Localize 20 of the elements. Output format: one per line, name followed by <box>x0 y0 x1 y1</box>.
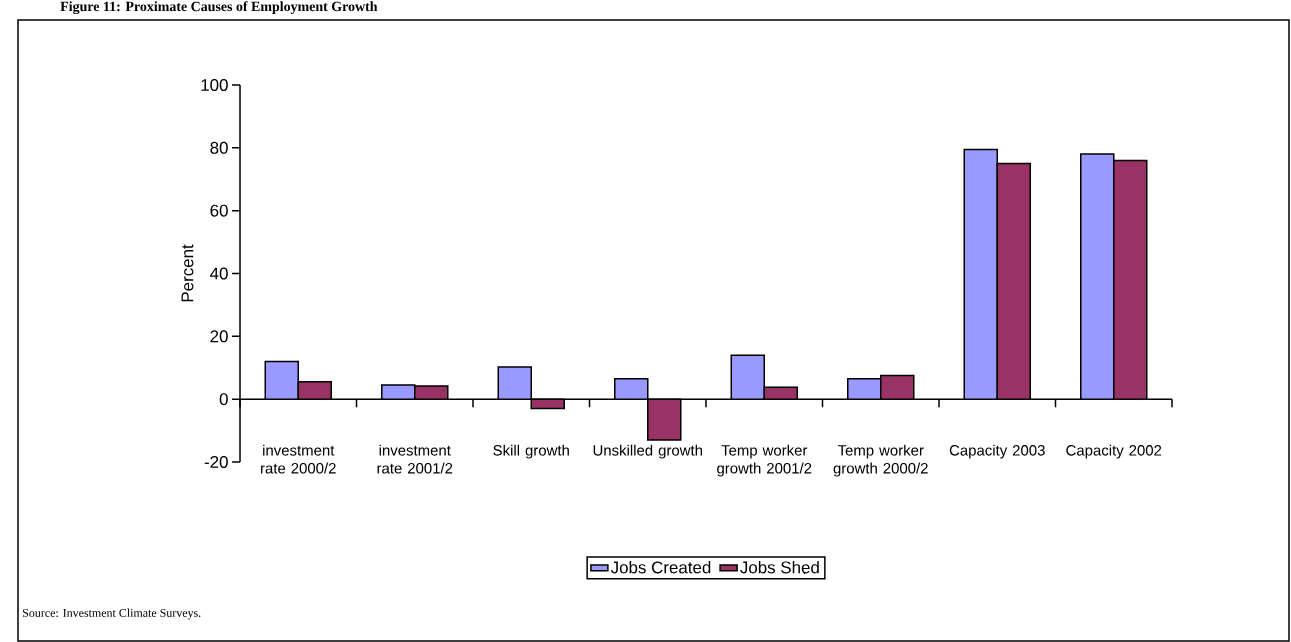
y-axis-title: Percent <box>181 244 194 302</box>
y-tick-label: 80 <box>210 141 228 154</box>
y-tick-label: 100 <box>201 78 228 91</box>
legend-label: Jobs Created <box>610 560 711 574</box>
y-tick-label: 60 <box>210 204 228 217</box>
y-tick-label: 0 <box>219 393 228 406</box>
x-tick-label: Skill growth <box>493 444 569 459</box>
x-tick-label: investment rate 2000/2 <box>261 444 336 474</box>
x-tick-label: investment rate 2001/2 <box>377 444 453 474</box>
y-tick-label: -20 <box>204 455 228 468</box>
x-tick-label: Temp worker growth 2000/2 <box>833 444 928 477</box>
legend-label: Jobs Shed <box>740 560 819 574</box>
x-tick-label: Capacity 2003 <box>949 444 1045 459</box>
chart-title: Figure 11: Proximate Causes of Employment Growth <box>60 1 378 15</box>
y-tick-label: 20 <box>210 330 228 343</box>
x-tick-label: Unskilled growth <box>593 444 702 459</box>
source-note: Source: Investment Climate Surveys. <box>23 608 201 620</box>
y-tick-label: 40 <box>210 267 228 280</box>
x-tick-label: Temp worker growth 2001/2 <box>717 444 812 477</box>
x-tick-label: Capacity 2002 <box>1066 444 1162 459</box>
